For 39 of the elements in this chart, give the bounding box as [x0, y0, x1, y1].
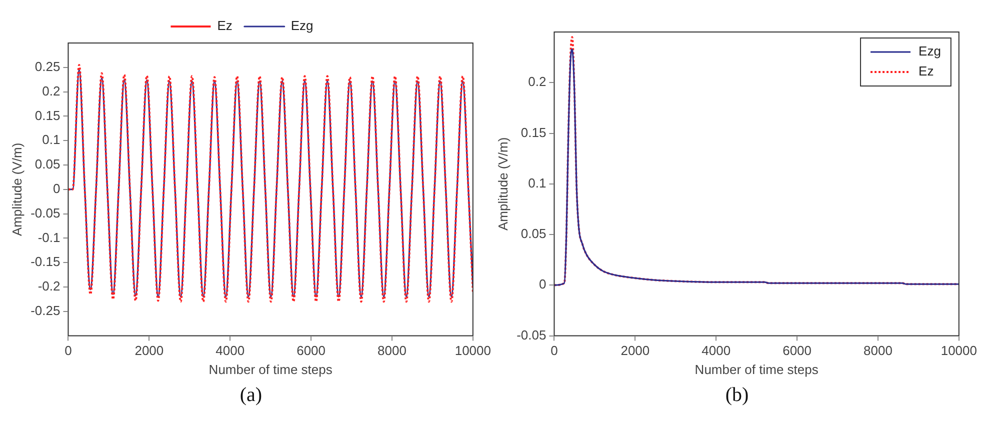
y-tick-label: 0.05 [34, 156, 60, 172]
y-tick-label: -0.25 [30, 302, 60, 318]
x-tick-label: 4000 [216, 343, 245, 358]
legend-label: Ez [918, 64, 934, 79]
y-tick-label: 0.25 [34, 58, 60, 74]
text: (b) [724, 384, 750, 407]
y-tick-label: 0.2 [528, 74, 546, 90]
x-tick-label: 6000 [782, 343, 812, 358]
x-tick-label: 8000 [864, 343, 892, 358]
x-tick-label: 0 [550, 343, 558, 358]
x-tick-label: 0 [64, 343, 72, 358]
x-tick-label: 2000 [134, 343, 164, 358]
y-tick-label: -0.05 [516, 327, 546, 342]
x-tick-label: 2000 [620, 343, 650, 358]
x-tick-label: 6000 [296, 343, 326, 358]
y-tick-label: 0.1 [528, 175, 546, 190]
x-axis-title: Number of time steps [694, 362, 819, 377]
y-tick-label: 0.15 [520, 124, 546, 140]
x-tick-label: 8000 [378, 343, 406, 358]
y-tick-label: 0 [538, 276, 546, 292]
legend-label: Ezg [918, 44, 941, 59]
y-tick-label: 0.2 [42, 83, 60, 98]
x-tick-label: 10000 [454, 343, 492, 358]
legend-label: Ez [217, 18, 232, 34]
x-tick-label: 4000 [702, 343, 731, 358]
x-axis-title: Number of time steps [208, 362, 333, 377]
y-tick-label: 0 [52, 180, 60, 196]
y-tick-label: -0.2 [38, 278, 60, 294]
y-tick-label: 0.15 [34, 108, 60, 123]
text: (a) [238, 384, 264, 407]
y-tick-label: 0.05 [520, 226, 546, 242]
y-tick-label: -0.15 [30, 254, 60, 270]
y-tick-label: 0.1 [42, 132, 60, 148]
legend-label: Ezg [290, 18, 314, 34]
y-tick-label: -0.1 [38, 230, 60, 245]
y-axis-title: Amplitude (V/m) [495, 137, 510, 230]
y-axis-title: Amplitude (V/m) [9, 142, 24, 236]
x-tick-label: 10000 [940, 343, 978, 358]
y-tick-label: -0.05 [30, 205, 60, 220]
